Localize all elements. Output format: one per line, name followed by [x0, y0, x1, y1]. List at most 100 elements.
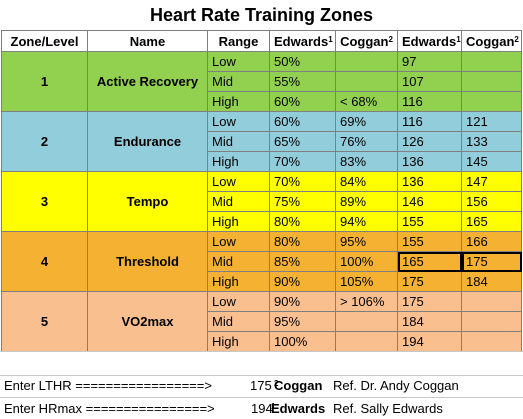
edwards-percent-cell[interactable]: 100% [269, 331, 336, 352]
hrmax-label: Enter HRmax ================> [4, 401, 215, 416]
zone-name-cell[interactable]: Active Recovery [87, 51, 208, 112]
coggan-bpm-cell[interactable] [461, 51, 522, 72]
zones-body: 1 Active Recovery Low 50% 97 Mid 55% 107 High 60%… [1, 51, 522, 352]
coggan-bpm-cell[interactable] [461, 311, 522, 332]
edwards-bpm-cell[interactable]: 165 [397, 251, 462, 272]
coggan-bpm-cell[interactable]: 121 [461, 111, 522, 132]
edwards-bpm-cell[interactable]: 97 [397, 51, 462, 72]
edwards-percent-cell[interactable]: 60% [269, 111, 336, 132]
edwards-bpm-cell[interactable]: 194 [397, 331, 462, 352]
coggan-bpm-cell[interactable]: 165 [461, 211, 522, 232]
edwards-bpm-cell[interactable]: 126 [397, 131, 462, 152]
edwards-bpm-cell[interactable]: 155 [397, 211, 462, 232]
range-cell[interactable]: High [207, 331, 270, 352]
edwards-bpm-cell[interactable]: 116 [397, 111, 462, 132]
coggan-bpm-cell[interactable]: 184 [461, 271, 522, 292]
coggan-percent-cell[interactable] [335, 71, 398, 92]
lthr-input[interactable]: 175 [250, 378, 272, 393]
header-name[interactable]: Name [87, 30, 208, 52]
coggan-bpm-cell[interactable] [461, 71, 522, 92]
zone-name-cell[interactable]: Endurance [87, 111, 208, 172]
edwards-percent-cell[interactable]: 55% [269, 71, 336, 92]
hrmax-input[interactable]: 194 [251, 401, 273, 416]
range-cell[interactable]: Low [207, 51, 270, 72]
edwards-bpm-cell[interactable]: 155 [397, 231, 462, 252]
edwards-percent-cell[interactable]: 95% [269, 311, 336, 332]
range-cell[interactable]: Mid [207, 251, 270, 272]
header-coggan-bpm[interactable]: Coggan2 [461, 30, 522, 52]
table-row: 4 Threshold Low 80% 95% 155 166 [1, 231, 522, 292]
edwards-bpm-cell[interactable]: 175 [397, 271, 462, 292]
edwards-percent-cell[interactable]: 70% [269, 171, 336, 192]
coggan-bpm-cell[interactable] [461, 291, 522, 312]
coggan-bpm-cell[interactable]: 166 [461, 231, 522, 252]
coggan-bpm-cell[interactable]: 175 [461, 251, 522, 272]
table-row: 3 Tempo Low 70% 84% 136 147 [1, 171, 522, 232]
header-coggan-percent[interactable]: Coggan2 [335, 30, 398, 52]
coggan-bpm-cell[interactable]: 145 [461, 151, 522, 172]
edwards-bpm-cell[interactable]: 136 [397, 171, 462, 192]
coggan-percent-cell[interactable] [335, 331, 398, 352]
zone-level-cell[interactable]: 3 [1, 171, 88, 232]
edwards-percent-cell[interactable]: 50% [269, 51, 336, 72]
range-cell[interactable]: Low [207, 231, 270, 252]
coggan-percent-cell[interactable]: 69% [335, 111, 398, 132]
edwards-bpm-cell[interactable]: 107 [397, 71, 462, 92]
edwards-percent-cell[interactable]: 70% [269, 151, 336, 172]
range-cell[interactable]: High [207, 151, 270, 172]
zone-level-cell[interactable]: 1 [1, 51, 88, 112]
coggan-bpm-cell[interactable] [461, 91, 522, 112]
coggan-bpm-cell[interactable]: 156 [461, 191, 522, 212]
range-cell[interactable]: Low [207, 171, 270, 192]
ref-name: Edwards [271, 401, 326, 416]
zone-name-cell[interactable]: Threshold [87, 231, 208, 292]
edwards-percent-cell[interactable]: 85% [269, 251, 336, 272]
coggan-percent-cell[interactable]: 100% [335, 251, 398, 272]
range-cell[interactable]: Low [207, 291, 270, 312]
coggan-bpm-cell[interactable] [461, 331, 522, 352]
coggan-percent-cell[interactable]: < 68% [335, 91, 398, 112]
edwards-percent-cell[interactable]: 80% [269, 211, 336, 232]
coggan-percent-cell[interactable] [335, 311, 398, 332]
edwards-percent-cell[interactable]: 75% [269, 191, 336, 212]
header-edwards-bpm[interactable]: Edwards1 [397, 30, 462, 52]
edwards-percent-cell[interactable]: 65% [269, 131, 336, 152]
zone-level-cell[interactable]: 2 [1, 111, 88, 172]
range-cell[interactable]: Mid [207, 131, 270, 152]
edwards-bpm-cell[interactable]: 184 [397, 311, 462, 332]
header-range[interactable]: Range [207, 30, 270, 52]
coggan-percent-cell[interactable]: 83% [335, 151, 398, 172]
range-cell[interactable]: Mid [207, 191, 270, 212]
edwards-bpm-cell[interactable]: 146 [397, 191, 462, 212]
coggan-percent-cell[interactable]: 105% [335, 271, 398, 292]
edwards-bpm-cell[interactable]: 116 [397, 91, 462, 112]
range-cell[interactable]: Mid [207, 71, 270, 92]
coggan-percent-cell[interactable] [335, 51, 398, 72]
coggan-bpm-cell[interactable]: 133 [461, 131, 522, 152]
zone-name-cell[interactable]: VO2max [87, 291, 208, 352]
range-cell[interactable]: High [207, 271, 270, 292]
coggan-percent-cell[interactable]: 84% [335, 171, 398, 192]
coggan-percent-cell[interactable]: 89% [335, 191, 398, 212]
zone-name-cell[interactable]: Tempo [87, 171, 208, 232]
edwards-percent-cell[interactable]: 90% [269, 271, 336, 292]
coggan-percent-cell[interactable]: > 106% [335, 291, 398, 312]
zone-level-cell[interactable]: 5 [1, 291, 88, 352]
coggan-percent-cell[interactable]: 94% [335, 211, 398, 232]
range-cell[interactable]: High [207, 211, 270, 232]
coggan-percent-cell[interactable]: 95% [335, 231, 398, 252]
coggan-percent-cell[interactable]: 76% [335, 131, 398, 152]
edwards-percent-cell[interactable]: 60% [269, 91, 336, 112]
header-label: Edwards [274, 33, 329, 49]
range-cell[interactable]: Low [207, 111, 270, 132]
edwards-percent-cell[interactable]: 80% [269, 231, 336, 252]
header-edwards-percent[interactable]: Edwards1 [269, 30, 336, 52]
zone-level-cell[interactable]: 4 [1, 231, 88, 292]
edwards-percent-cell[interactable]: 90% [269, 291, 336, 312]
edwards-bpm-cell[interactable]: 175 [397, 291, 462, 312]
range-cell[interactable]: Mid [207, 311, 270, 332]
edwards-bpm-cell[interactable]: 136 [397, 151, 462, 172]
coggan-bpm-cell[interactable]: 147 [461, 171, 522, 192]
range-cell[interactable]: High [207, 91, 270, 112]
header-zone[interactable]: Zone/Level [1, 30, 88, 52]
